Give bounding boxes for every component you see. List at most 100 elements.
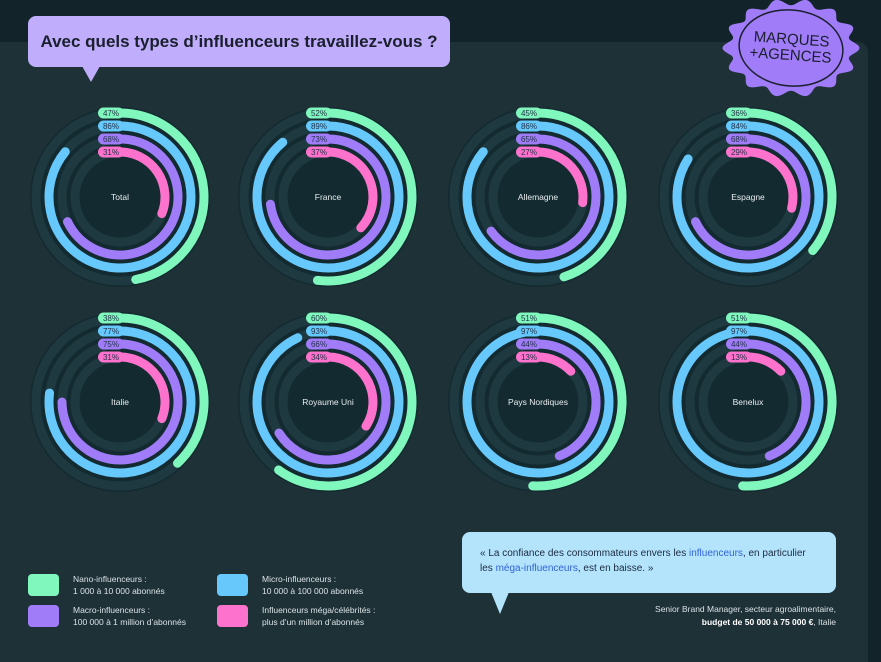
arc-micro — [44, 121, 196, 273]
legend-desc: 1 000 à 10 000 abonnés — [73, 586, 165, 596]
pill-nano — [98, 312, 124, 324]
legend-swatch-nano — [28, 574, 59, 596]
arc-nano — [274, 313, 417, 491]
legend-name: Nano-influenceurs : — [73, 574, 147, 584]
arc-macro — [521, 339, 601, 461]
arc-micro — [462, 326, 614, 478]
value-label-macro: 44% — [521, 340, 537, 349]
chart-label: Royaume Uni — [302, 397, 354, 407]
radial-chart-france: 52% 89% 73% 37% France — [238, 107, 418, 287]
arc-mega — [103, 147, 170, 219]
radial-chart-royaume-uni: 60% 93% 66% 34% Royaume Uni — [238, 312, 418, 492]
arc-micro — [44, 326, 196, 478]
legend-swatch-macro — [28, 605, 59, 627]
value-label-micro: 77% — [103, 327, 119, 336]
badge-seal-icon — [722, 0, 860, 97]
legend-desc: plus d’un million d’abonnés — [262, 617, 365, 627]
chart-label: Italie — [111, 397, 129, 407]
legend-name: Micro-influenceurs : — [262, 574, 337, 584]
legend-name: Influenceurs méga/célébrités : — [262, 605, 376, 615]
value-label-micro: 86% — [521, 122, 537, 131]
value-label-nano: 60% — [311, 314, 327, 323]
chart-background — [238, 107, 418, 287]
legend-desc: 100 000 à 1 million d’abonnés — [73, 617, 186, 627]
pill-mega — [726, 351, 752, 363]
legend-desc: 10 000 à 100 000 abonnés — [262, 586, 364, 596]
quote-bubble-tail — [491, 592, 509, 614]
value-label-mega: 31% — [103, 353, 119, 362]
value-label-micro: 86% — [103, 122, 119, 131]
value-label-nano: 47% — [103, 109, 119, 118]
value-label-macro: 65% — [521, 135, 537, 144]
pill-nano — [726, 107, 752, 119]
quote-text: « La confiance des consommateurs envers … — [480, 548, 689, 559]
value-label-nano: 38% — [103, 314, 119, 323]
pill-macro — [306, 338, 332, 350]
arc-nano — [731, 108, 837, 256]
arc-nano — [103, 108, 209, 285]
legend-item-nano: Nano-influenceurs : 1 000 à 10 000 abonné… — [28, 573, 165, 597]
pill-macro — [98, 133, 124, 145]
value-label-macro: 75% — [103, 340, 119, 349]
pill-micro — [306, 325, 332, 337]
chart-background — [448, 107, 628, 287]
value-label-macro: 73% — [311, 135, 327, 144]
arc-mega — [521, 147, 588, 208]
attribution-budget: budget de 50 000 à 75 000 € — [701, 617, 814, 627]
value-label-macro: 44% — [731, 340, 747, 349]
arc-mega — [311, 352, 378, 431]
arc-nano — [521, 108, 627, 282]
value-label-mega: 27% — [521, 148, 537, 157]
arc-mega — [103, 352, 170, 424]
pill-macro — [98, 338, 124, 350]
chart-label: Benelux — [733, 397, 764, 407]
quote-highlight: influenceurs — [689, 548, 743, 559]
chart-background — [238, 312, 418, 492]
value-label-micro: 97% — [521, 327, 537, 336]
chart-background — [448, 312, 628, 492]
chart-label: Pays Nordiques — [508, 397, 568, 407]
pill-mega — [516, 146, 542, 158]
pill-micro — [516, 325, 542, 337]
pill-nano — [516, 107, 542, 119]
arc-macro — [691, 134, 811, 260]
value-label-nano: 51% — [521, 314, 537, 323]
arc-nano — [311, 108, 417, 286]
arc-mega — [311, 147, 378, 233]
arc-micro — [672, 121, 824, 273]
legend-item-mega: Influenceurs méga/célébrités : plus d’un … — [217, 604, 375, 628]
radial-chart-pays-nordiques: 51% 97% 44% 13% Pays Nordiques — [448, 312, 628, 492]
legend-item-micro: Micro-influenceurs : 10 000 à 100 000 ab… — [217, 573, 363, 597]
arc-micro — [672, 326, 824, 478]
arc-macro — [63, 134, 183, 260]
chart-label: Espagne — [731, 192, 765, 202]
value-label-nano: 52% — [311, 109, 327, 118]
chart-label: France — [315, 192, 342, 202]
arc-nano — [731, 313, 837, 491]
chart-background — [30, 312, 210, 492]
quote-attribution: Senior Brand Manager, secteur agroalimen… — [655, 603, 836, 629]
pill-micro — [726, 120, 752, 132]
value-label-mega: 29% — [731, 148, 747, 157]
arc-macro — [265, 134, 391, 260]
value-label-micro: 93% — [311, 327, 327, 336]
pill-macro — [516, 338, 542, 350]
arc-macro — [731, 339, 811, 461]
pill-nano — [306, 107, 332, 119]
pill-nano — [726, 312, 752, 324]
pill-macro — [516, 133, 542, 145]
pill-mega — [306, 351, 332, 363]
legend-swatch-micro — [217, 574, 248, 596]
value-label-mega: 13% — [521, 353, 537, 362]
chart-label: Total — [111, 192, 129, 202]
value-label-nano: 36% — [731, 109, 747, 118]
pill-nano — [516, 312, 542, 324]
radial-chart-italie: 38% 77% 75% 31% Italie — [30, 312, 210, 492]
attribution-role: Senior Brand Manager, secteur agroalimen… — [655, 604, 836, 614]
legend-item-macro: Macro-influenceurs : 100 000 à 1 million … — [28, 604, 186, 628]
pill-macro — [306, 133, 332, 145]
pill-mega — [98, 351, 124, 363]
pill-micro — [516, 120, 542, 132]
pill-nano — [306, 312, 332, 324]
